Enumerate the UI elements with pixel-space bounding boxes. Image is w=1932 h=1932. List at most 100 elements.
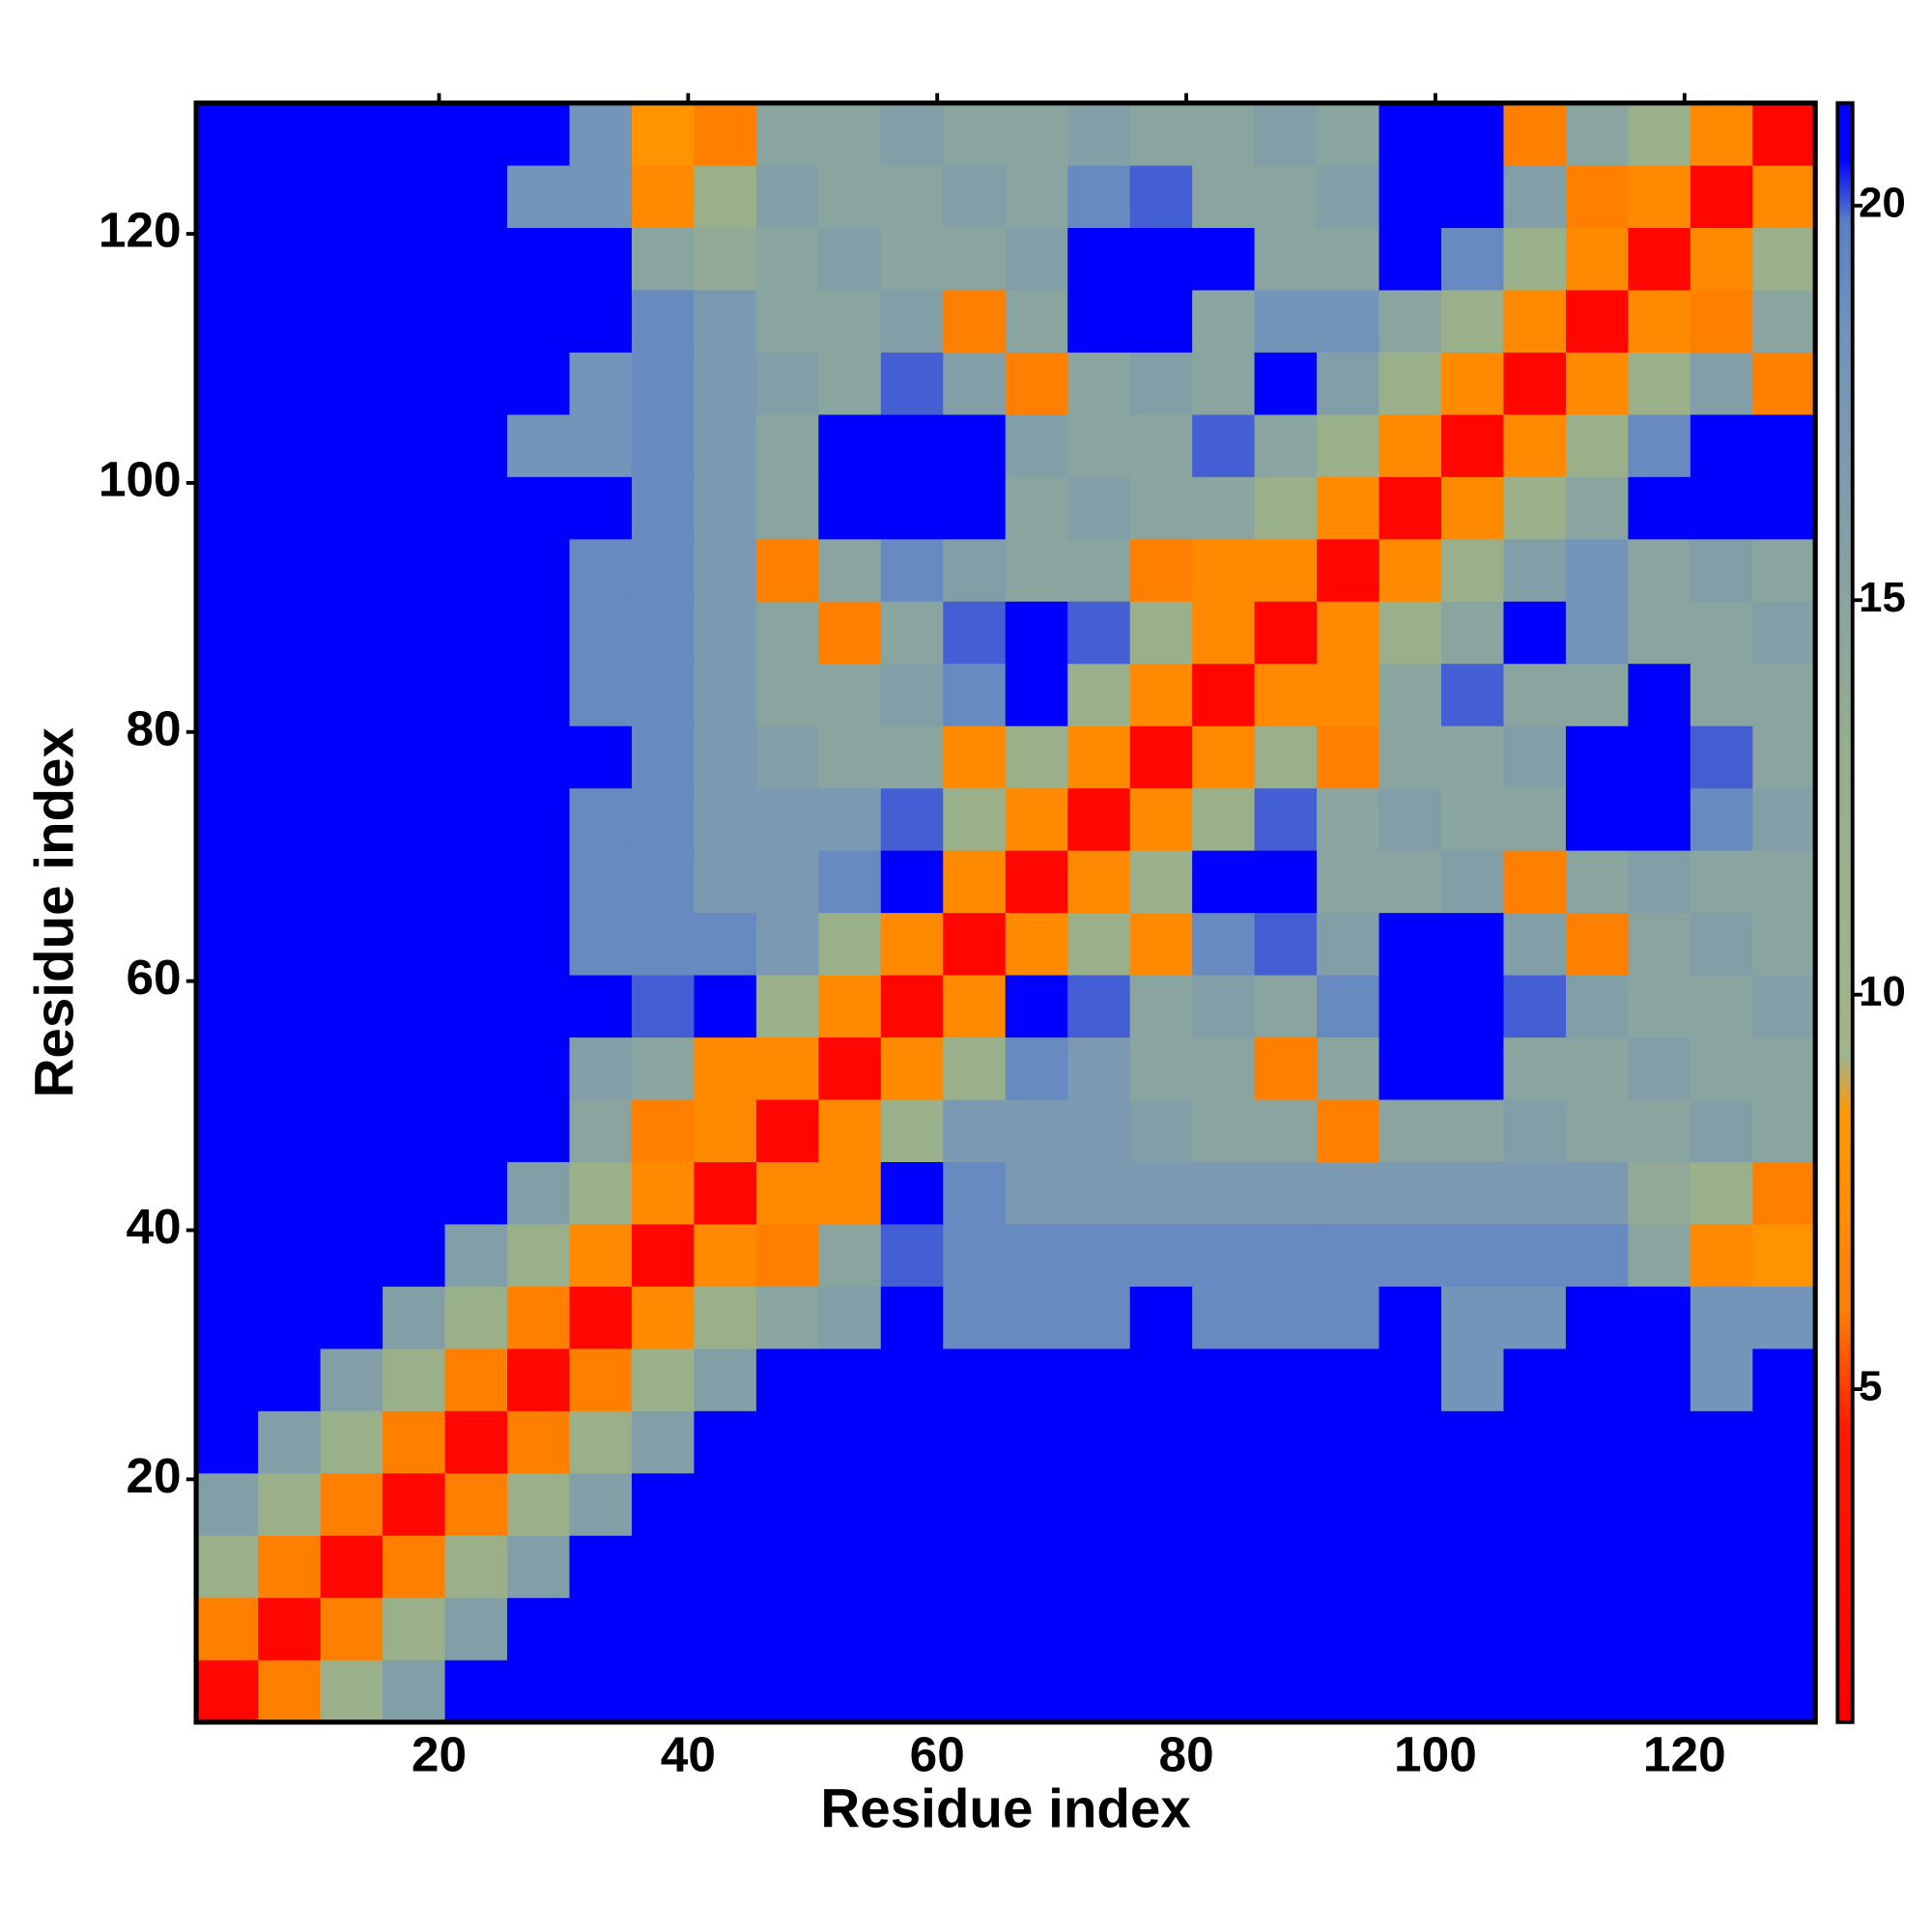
heatmap-cell (1690, 1098, 1754, 1162)
heatmap-cell (1752, 1410, 1816, 1474)
heatmap-cell (195, 102, 259, 166)
heatmap-cell (1752, 413, 1816, 477)
heatmap-cell (258, 601, 322, 665)
heatmap-cell (444, 289, 508, 353)
heatmap-cell (507, 1534, 571, 1599)
heatmap-cell (1067, 601, 1131, 665)
heatmap-cell (1005, 1286, 1068, 1350)
heatmap-cell (1317, 1286, 1380, 1350)
heatmap-cell (880, 227, 945, 291)
heatmap-cell (569, 1037, 633, 1100)
heatmap-cell (1752, 1037, 1816, 1100)
heatmap-cell (1317, 787, 1380, 851)
heatmap-cell (818, 1161, 882, 1225)
heatmap-cell (1441, 724, 1505, 789)
heatmap-cell (1317, 1348, 1380, 1411)
heatmap-cell (569, 1161, 633, 1225)
heatmap-cell (631, 1286, 696, 1350)
heatmap-cell (880, 102, 945, 166)
heatmap-cell (383, 164, 446, 228)
heatmap-cell (755, 1410, 820, 1474)
heatmap-cell (880, 352, 945, 415)
heatmap-cell (444, 227, 508, 291)
heatmap-cell (1628, 663, 1691, 726)
heatmap-cell (1317, 1410, 1380, 1474)
y-tick-label: 40 (126, 1198, 181, 1254)
heatmap-cell (943, 1410, 1007, 1474)
heatmap-cell (258, 1161, 322, 1225)
heatmap-cell (569, 289, 633, 353)
heatmap-cell (1129, 476, 1193, 540)
heatmap-cell (320, 164, 384, 228)
heatmap-cell (1441, 1534, 1505, 1599)
heatmap-cell (195, 352, 259, 415)
heatmap-cell (1378, 849, 1442, 914)
heatmap-cell (507, 663, 571, 726)
heatmap-cell (880, 1534, 945, 1599)
heatmap-cell (1565, 787, 1630, 851)
heatmap-cell (1378, 1472, 1442, 1536)
heatmap-cell (1503, 1597, 1567, 1661)
heatmap-cell (195, 1286, 259, 1350)
heatmap-cell (1752, 974, 1816, 1038)
heatmap-cell (1254, 787, 1318, 851)
heatmap-cell (195, 974, 259, 1038)
y-tick-label: 60 (126, 949, 181, 1005)
heatmap-cell (943, 974, 1007, 1038)
heatmap-cell (1503, 352, 1567, 415)
heatmap-cell (1628, 227, 1691, 291)
heatmap-cell (880, 1348, 945, 1411)
heatmap-cell (631, 1348, 696, 1411)
heatmap-cell (1752, 1348, 1816, 1411)
heatmap-cell (507, 974, 571, 1038)
y-tick-label: 20 (126, 1447, 181, 1503)
heatmap-cell (1690, 1348, 1754, 1411)
heatmap-cell (1503, 289, 1567, 353)
heatmap-cell (755, 352, 820, 415)
heatmap-cell (1565, 663, 1630, 726)
heatmap-cell (880, 849, 945, 914)
heatmap-cell (569, 724, 633, 789)
heatmap-cell (1378, 787, 1442, 851)
heatmap-cell (1690, 974, 1754, 1038)
heatmap-cell (320, 1286, 384, 1350)
heatmap-cell (1254, 1348, 1318, 1411)
heatmap-cell (755, 663, 820, 726)
heatmap-cell (943, 724, 1007, 789)
heatmap-cell (1129, 1286, 1193, 1350)
heatmap-cell (1317, 1659, 1380, 1723)
heatmap-cell (818, 1659, 882, 1723)
heatmap-cell (755, 1348, 820, 1411)
heatmap-cell (320, 1410, 384, 1474)
colorbar (1835, 100, 1855, 1724)
heatmap-cell (1005, 1223, 1068, 1287)
heatmap-cell (444, 724, 508, 789)
heatmap-cell (1565, 1348, 1630, 1411)
heatmap-cell (383, 1098, 446, 1162)
heatmap-cell (1752, 476, 1816, 540)
heatmap-cell (1192, 849, 1256, 914)
heatmap-cell (1067, 1161, 1131, 1225)
heatmap-cell (1441, 1037, 1505, 1100)
heatmap-cell (258, 912, 322, 976)
heatmap-cell (444, 102, 508, 166)
heatmap-cell (755, 1534, 820, 1599)
heatmap-cell (1628, 912, 1691, 976)
heatmap-cell (1254, 912, 1318, 976)
heatmap-cell (1005, 1161, 1068, 1225)
heatmap-cell (258, 102, 322, 166)
heatmap-cell (1317, 227, 1380, 291)
x-tick-label: 40 (661, 1726, 716, 1782)
heatmap-cell (631, 724, 696, 789)
heatmap-cell (1565, 289, 1630, 353)
y-tick-label: 100 (99, 450, 182, 506)
heatmap-cell (694, 1534, 757, 1599)
heatmap-cell (755, 538, 820, 602)
heatmap-cell (1441, 1161, 1505, 1225)
heatmap-cell (818, 102, 882, 166)
heatmap-cell (631, 1223, 696, 1287)
heatmap-cell (383, 476, 446, 540)
heatmap-cell (1254, 1410, 1318, 1474)
heatmap-cell (258, 289, 322, 353)
heatmap-cell (1129, 1098, 1193, 1162)
